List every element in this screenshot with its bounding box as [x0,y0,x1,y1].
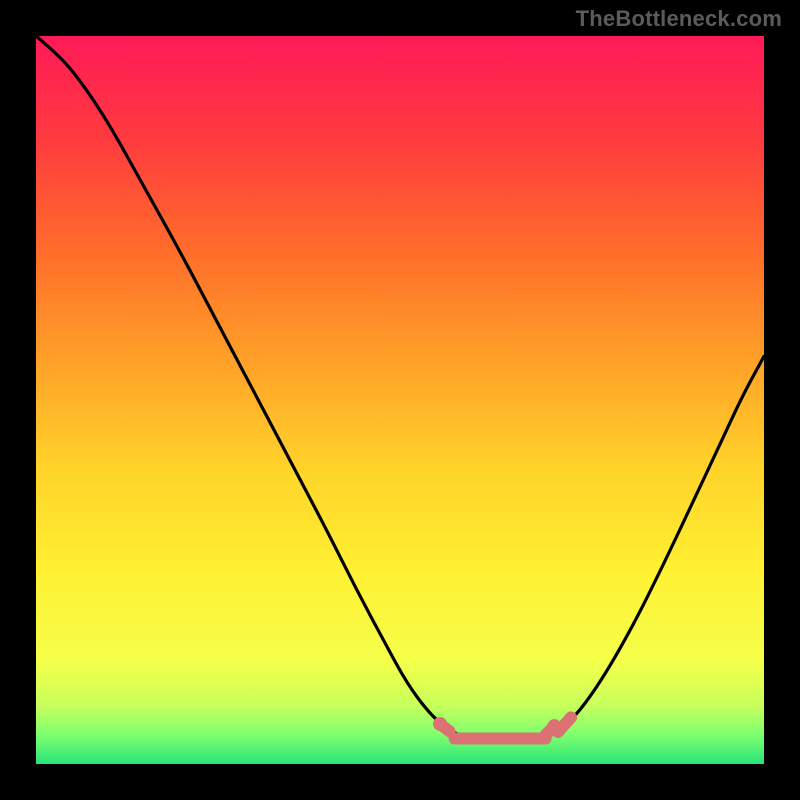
chart-svg [36,36,764,764]
watermark-text: TheBottleneck.com [576,6,782,32]
optimal-band-dot [433,717,447,731]
bottleneck-curve [36,36,764,739]
optimal-band-dot [547,719,561,733]
chart-frame: TheBottleneck.com [0,0,800,800]
